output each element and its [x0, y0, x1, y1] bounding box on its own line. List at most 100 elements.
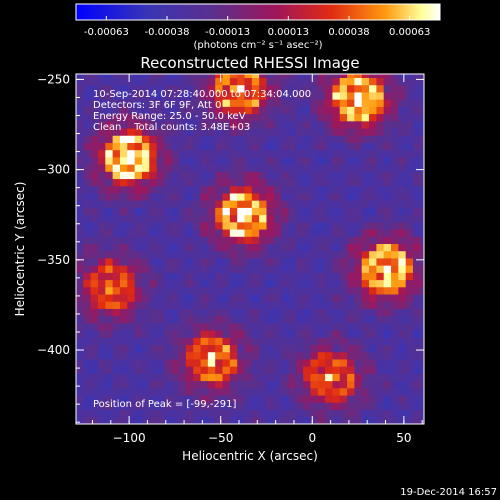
heatmap-cell	[251, 250, 260, 259]
heatmap-cell	[163, 200, 172, 208]
heatmap-cell	[229, 301, 238, 309]
heatmap-cell	[405, 142, 414, 151]
heatmap-cell	[420, 149, 424, 158]
heatmap-cell	[391, 156, 399, 165]
heatmap-cell	[317, 106, 326, 115]
heatmap-cell	[317, 84, 326, 93]
heatmap-cell	[207, 221, 216, 230]
heatmap-cell	[303, 250, 311, 259]
heatmap-cell	[119, 402, 128, 410]
heatmap-cell	[244, 315, 253, 324]
heatmap-cell	[229, 315, 238, 324]
heatmap-cell	[391, 308, 399, 317]
heatmap-cell	[90, 286, 99, 295]
heatmap-cell	[281, 214, 289, 223]
heatmap-cell	[310, 409, 319, 418]
heatmap-cell	[83, 250, 92, 259]
heatmap-cell	[207, 387, 216, 396]
heatmap-cell	[215, 128, 223, 136]
heatmap-cell	[83, 142, 92, 151]
heatmap-cell	[281, 322, 289, 331]
heatmap-cell	[376, 149, 385, 158]
heatmap-cell	[207, 135, 216, 143]
heatmap-cell	[376, 258, 385, 266]
heatmap-cell	[398, 315, 407, 324]
heatmap-cell	[281, 113, 289, 122]
heatmap-cell	[325, 120, 333, 129]
heatmap-cell	[119, 214, 128, 223]
heatmap-cell	[347, 294, 355, 302]
heatmap-cell	[398, 229, 407, 237]
heatmap-cell	[134, 279, 143, 288]
heatmap-cell	[178, 279, 187, 288]
heatmap-cell	[119, 185, 128, 194]
heatmap-cell	[405, 265, 414, 273]
heatmap-cell	[303, 207, 311, 216]
heatmap-cell	[163, 258, 172, 266]
heatmap-cell	[200, 351, 209, 360]
heatmap-cell	[347, 409, 355, 418]
heatmap-cell	[244, 135, 253, 143]
heatmap-cell	[391, 106, 399, 115]
heatmap-cell	[119, 120, 128, 129]
heatmap-cell	[97, 135, 106, 143]
heatmap-cell	[163, 74, 172, 79]
heatmap-cell	[149, 185, 157, 194]
heatmap-cell	[288, 207, 297, 216]
heatmap-cell	[163, 120, 172, 129]
heatmap-cell	[112, 395, 121, 403]
heatmap-cell	[112, 301, 121, 309]
heatmap-cell	[127, 416, 136, 424]
heatmap-cell	[244, 308, 253, 317]
heatmap-cell	[391, 294, 399, 302]
heatmap-cell	[244, 142, 253, 151]
heatmap-cell	[222, 135, 231, 143]
heatmap-cell	[163, 380, 172, 389]
heatmap-cell	[405, 149, 414, 158]
heatmap-cell	[259, 351, 267, 360]
heatmap-cell	[171, 229, 179, 237]
heatmap-cell	[354, 265, 363, 273]
heatmap-cell	[171, 250, 179, 259]
heatmap-cell	[97, 301, 106, 309]
heatmap-cell	[244, 193, 253, 201]
heatmap-cell	[178, 106, 187, 115]
heatmap-cell	[303, 359, 311, 367]
heatmap-cell	[332, 416, 341, 424]
heatmap-cell	[171, 315, 179, 324]
heatmap-cell	[266, 135, 275, 143]
heatmap-cell	[273, 135, 282, 143]
heatmap-cell	[383, 135, 392, 143]
heatmap-cell	[405, 250, 414, 259]
heatmap-cell	[97, 113, 106, 122]
heatmap-cell	[237, 301, 245, 309]
heatmap-cell	[339, 322, 348, 331]
heatmap-cell	[354, 301, 363, 309]
heatmap-cell	[339, 373, 348, 382]
heatmap-cell	[251, 106, 260, 115]
heatmap-cell	[134, 416, 143, 424]
heatmap-cell	[295, 236, 304, 244]
heatmap-cell	[163, 315, 172, 324]
heatmap-cell	[420, 301, 424, 309]
heatmap-cell	[376, 359, 385, 367]
heatmap-cell	[273, 106, 282, 115]
heatmap-cell	[310, 380, 319, 389]
heatmap-cell	[347, 142, 355, 151]
heatmap-cell	[127, 74, 136, 79]
heatmap-cell	[281, 178, 289, 187]
heatmap-cell	[127, 135, 136, 143]
heatmap-cell	[149, 359, 157, 367]
heatmap-cell	[317, 164, 326, 172]
heatmap-cell	[347, 193, 355, 201]
heatmap-cell	[361, 250, 370, 259]
heatmap-cell	[149, 193, 157, 201]
heatmap-cell	[405, 344, 414, 353]
heatmap-cell	[259, 337, 267, 346]
heatmap-cell	[105, 344, 114, 353]
heatmap-cell	[383, 344, 392, 353]
heatmap-cell	[149, 84, 157, 93]
heatmap-cell	[200, 113, 209, 122]
heatmap-cell	[178, 301, 187, 309]
heatmap-cell	[237, 366, 245, 374]
